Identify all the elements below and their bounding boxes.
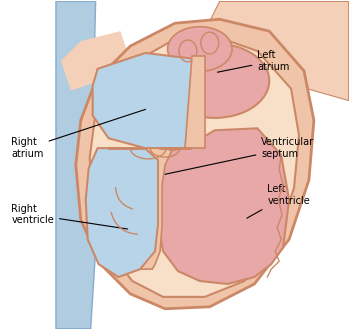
- Polygon shape: [210, 1, 349, 101]
- Text: Right
ventricle: Right ventricle: [11, 204, 128, 229]
- Ellipse shape: [168, 27, 232, 71]
- Polygon shape: [61, 31, 130, 91]
- Polygon shape: [56, 1, 96, 329]
- Polygon shape: [86, 148, 158, 277]
- Polygon shape: [76, 19, 314, 309]
- Polygon shape: [158, 128, 289, 284]
- Text: Left
ventricle: Left ventricle: [247, 184, 310, 218]
- Text: Right
atrium: Right atrium: [11, 109, 146, 159]
- Polygon shape: [90, 36, 299, 297]
- Text: Left
atrium: Left atrium: [217, 50, 290, 72]
- Polygon shape: [140, 148, 172, 269]
- Ellipse shape: [160, 44, 269, 118]
- Polygon shape: [185, 56, 205, 148]
- Polygon shape: [93, 53, 200, 148]
- Text: Ventricular
septum: Ventricular septum: [165, 137, 314, 174]
